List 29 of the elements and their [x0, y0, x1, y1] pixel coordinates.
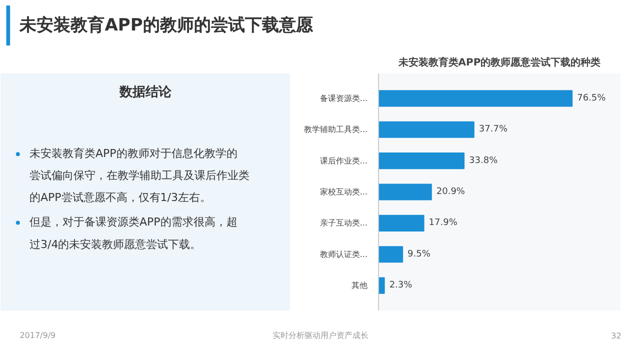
- text: 未安装教育APP的教师的尝试下载意愿: [18, 14, 314, 36]
- y-tick-label: 其他: [352, 281, 368, 290]
- bar: [378, 90, 573, 107]
- y-tick-label: 亲子互动类...: [320, 218, 368, 228]
- data-label: 37.7%: [478, 124, 508, 135]
- data-label: 2.3%: [389, 280, 413, 291]
- data-label: 17.9%: [428, 218, 458, 228]
- bar: [378, 184, 432, 200]
- text: 但是，对于备课资源类APP的需求很高，超过3/4的未安装教师愿意尝试下载。: [30, 216, 238, 251]
- bar: [378, 152, 465, 170]
- data-label: 9.5%: [408, 249, 431, 260]
- text: 数据结论: [118, 84, 172, 100]
- y-tick-label: 家校互动类...: [320, 188, 368, 196]
- bar: [378, 277, 385, 294]
- y-tick-label: 课后作业类...: [320, 156, 368, 166]
- text: 未安装教育类APP的教师对于信息化教学的尝试偏向保守，在教学辅助工具及课后作业类的APP尝试意愿不高，仅有1/3左右。: [30, 146, 250, 204]
- data-label: 76.5%: [577, 93, 606, 104]
- data-label: 20.9%: [436, 187, 466, 197]
- text: 32: [611, 332, 622, 340]
- bar: [378, 214, 424, 232]
- chart-title: 未安装教育类APP的教师愿意尝试下载的种类: [397, 56, 601, 68]
- y-tick-label: 教师认证类...: [320, 250, 368, 259]
- text: 2017/9/9: [20, 331, 56, 340]
- bar: [378, 246, 404, 263]
- y-tick-label: 教学辅助工具类...: [304, 125, 368, 134]
- text: 实时分析驱动用户资产成长: [272, 331, 368, 340]
- y-tick-label: 备课资源类...: [320, 94, 368, 103]
- data-label: 33.8%: [469, 156, 498, 166]
- bar: [378, 121, 474, 138]
